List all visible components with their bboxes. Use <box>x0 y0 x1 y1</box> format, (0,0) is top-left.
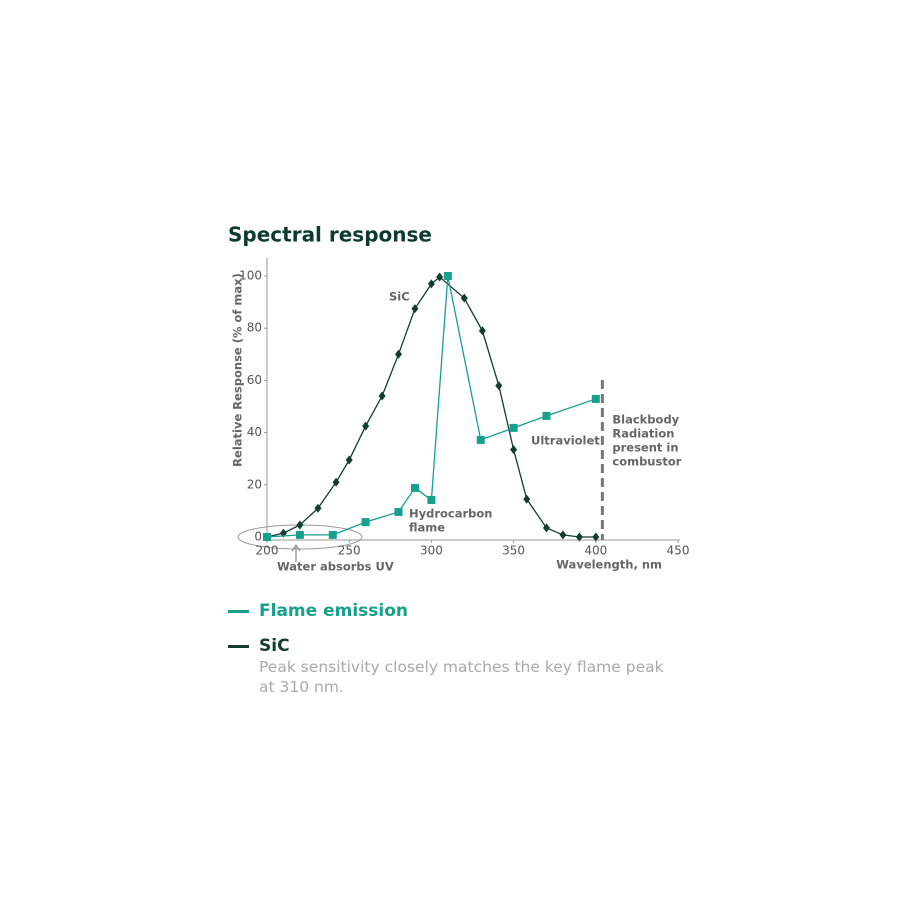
annotation: flame <box>409 521 445 535</box>
annotation: Water absorbs UV <box>277 560 394 574</box>
marker <box>592 532 600 542</box>
series-line <box>266 275 597 538</box>
chart-title: Spectral response <box>228 223 432 247</box>
x-tick-label: 250 <box>338 544 361 558</box>
description: Peak sensitivity closely matches the key… <box>259 658 664 696</box>
marker <box>314 503 322 513</box>
y-tick-label: 0 <box>254 530 262 544</box>
legend-item: Flame emission <box>228 601 408 621</box>
marker <box>542 523 550 533</box>
marker <box>559 530 567 540</box>
y-axis-label: Relative Response (% of max) <box>231 273 245 467</box>
legend-item: SiC <box>228 636 290 656</box>
marker <box>591 394 600 403</box>
y-tick-label: 60 <box>247 373 262 387</box>
marker <box>295 530 304 539</box>
annotation: Radiation <box>612 427 674 441</box>
annotation: Hydrocarbon <box>409 507 493 521</box>
x-axis-label: Wavelength, nm <box>556 558 662 572</box>
x-tick-label: 200 <box>256 544 279 558</box>
marker <box>361 518 370 527</box>
annotation: Blackbody <box>612 413 679 427</box>
marker <box>362 421 370 431</box>
marker <box>345 455 353 465</box>
water-arrowhead <box>291 544 301 552</box>
marker <box>510 445 518 455</box>
x-tick-label: 400 <box>584 544 607 558</box>
marker <box>495 381 503 391</box>
marker <box>575 532 583 542</box>
y-tick-label: 40 <box>247 425 262 439</box>
marker <box>509 423 518 432</box>
marker <box>523 494 531 504</box>
marker <box>263 533 271 541</box>
marker <box>296 520 304 530</box>
marker <box>410 483 419 492</box>
legend-label: Flame emission <box>259 601 408 621</box>
legend-label: SiC <box>259 636 290 656</box>
y-tick-label: 20 <box>247 477 262 491</box>
annotation: Ultraviolet <box>531 434 600 448</box>
annotation: SiC <box>389 290 410 304</box>
marker <box>460 293 468 303</box>
x-tick-label: 350 <box>502 544 525 558</box>
marker <box>436 272 444 282</box>
marker <box>427 495 436 504</box>
x-tick-label: 450 <box>667 544 690 558</box>
marker <box>394 507 403 516</box>
marker <box>427 279 435 289</box>
marker <box>378 391 386 401</box>
marker <box>328 530 337 539</box>
marker <box>542 411 551 420</box>
marker <box>395 349 403 359</box>
marker <box>476 435 485 444</box>
marker <box>443 272 452 280</box>
annotation: combustor <box>612 455 681 469</box>
marker <box>332 477 340 487</box>
marker <box>478 326 486 336</box>
y-tick-label: 100 <box>239 269 262 283</box>
marker <box>411 304 419 314</box>
annotation: present in <box>612 441 678 455</box>
legend-swatch <box>228 644 249 648</box>
x-tick-label: 300 <box>420 544 443 558</box>
legend-swatch <box>228 609 249 613</box>
y-tick-label: 80 <box>247 321 262 335</box>
